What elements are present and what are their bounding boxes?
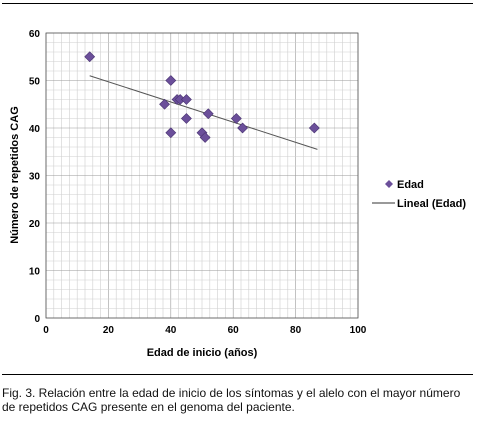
y-tick-label: 40	[29, 124, 41, 135]
y-tick-label: 30	[29, 172, 41, 183]
plot-border	[45, 32, 359, 319]
trendline	[89, 75, 318, 150]
x-tick-label: 40	[165, 325, 177, 336]
legend: Edad Lineal (Edad)	[372, 179, 466, 210]
data-point	[84, 51, 96, 63]
scatter-chart: 0 20 40 60 80 100 0 10 20 30 40 50 60 Edad de inici…	[9, 29, 466, 359]
x-tick-label: 20	[103, 325, 115, 336]
legend-trend-label: Lineal (Edad)	[397, 198, 466, 210]
x-tick-label: 80	[290, 325, 302, 336]
x-tick-labels: 0 20 40 60 80 100	[43, 325, 367, 336]
figure-caption: Fig. 3. Relación entre la edad de inicio…	[2, 386, 461, 414]
x-axis-label: Edad de inicio (años)	[147, 347, 258, 359]
data-point	[159, 98, 170, 110]
data-point	[180, 113, 192, 124]
trendline-layer	[89, 75, 318, 150]
legend-marker-diamond	[385, 180, 393, 188]
bottom-rule	[2, 374, 473, 375]
data-point	[237, 122, 248, 134]
y-tick-label: 20	[29, 219, 41, 230]
legend-series-label: Edad	[397, 179, 424, 191]
plot-frame	[45, 32, 359, 319]
y-tick-label: 50	[29, 77, 41, 88]
data-point	[165, 127, 177, 139]
y-tick-label: 60	[29, 29, 41, 40]
data-point	[308, 122, 320, 134]
data-point	[199, 132, 211, 143]
x-tick-label: 100	[350, 325, 367, 336]
y-tick-labels: 0 10 20 30 40 50 60	[29, 29, 41, 325]
data-point	[180, 94, 192, 105]
data-point	[202, 108, 214, 120]
x-tick-label: 60	[228, 325, 240, 336]
y-tick-label: 10	[29, 267, 41, 278]
grid	[45, 32, 359, 319]
points-layer	[84, 51, 320, 143]
data-point	[230, 113, 242, 124]
x-tick-label: 0	[43, 325, 49, 336]
y-axis-label: Número de repetidos CAG	[9, 106, 21, 244]
data-point	[165, 75, 177, 86]
y-tick-label: 0	[34, 314, 40, 325]
top-rule	[2, 3, 473, 4]
